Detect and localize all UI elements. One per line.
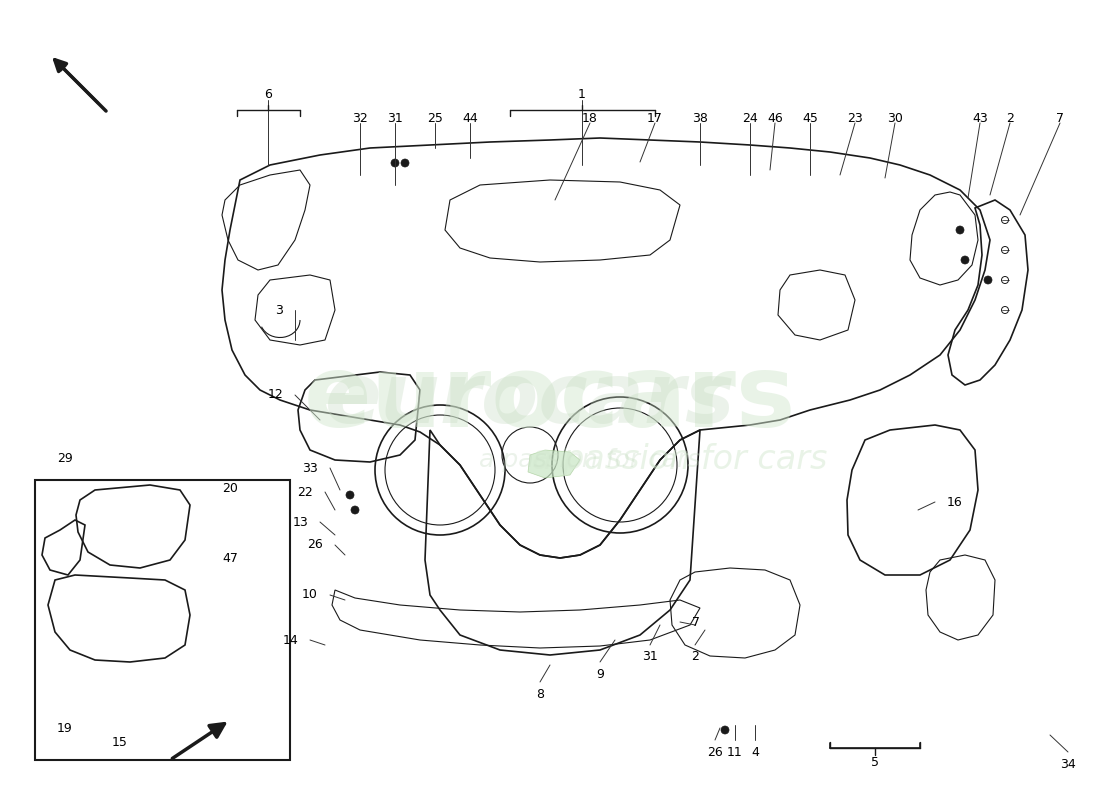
Text: eurocars: eurocars	[304, 351, 796, 449]
Text: 4: 4	[751, 746, 759, 758]
Text: 46: 46	[767, 111, 783, 125]
Text: 7: 7	[1056, 111, 1064, 125]
Text: 31: 31	[387, 111, 403, 125]
Circle shape	[346, 491, 354, 499]
Circle shape	[402, 159, 409, 167]
Text: 8: 8	[536, 687, 544, 701]
Text: 15: 15	[112, 737, 128, 750]
Text: 10: 10	[302, 589, 318, 602]
Text: 30: 30	[887, 111, 903, 125]
Circle shape	[984, 276, 992, 284]
Text: 45: 45	[802, 111, 818, 125]
Text: 18: 18	[582, 111, 598, 125]
Circle shape	[351, 506, 359, 514]
Text: 26: 26	[307, 538, 323, 551]
Text: 31: 31	[642, 650, 658, 663]
Text: 6: 6	[264, 89, 272, 102]
Polygon shape	[528, 450, 580, 478]
Text: 17: 17	[647, 111, 663, 125]
Text: 2: 2	[1006, 111, 1014, 125]
Text: 11: 11	[727, 746, 742, 758]
Text: 43: 43	[972, 111, 988, 125]
Text: 29: 29	[57, 451, 73, 465]
Text: 5: 5	[871, 755, 879, 769]
Text: 24: 24	[742, 111, 758, 125]
Text: 20: 20	[222, 482, 238, 494]
Text: 14: 14	[283, 634, 298, 646]
Circle shape	[390, 159, 399, 167]
Text: 34: 34	[1060, 758, 1076, 770]
Text: 3: 3	[275, 303, 283, 317]
Text: 44: 44	[462, 111, 477, 125]
Text: 12: 12	[267, 389, 283, 402]
Text: 7: 7	[692, 615, 700, 629]
Text: 33: 33	[302, 462, 318, 474]
Bar	[35, 480, 290, 760]
Text: 22: 22	[297, 486, 313, 498]
Text: 26: 26	[707, 746, 723, 758]
Text: 16: 16	[947, 495, 962, 509]
Text: 2: 2	[691, 650, 698, 663]
Text: 47: 47	[222, 551, 238, 565]
Circle shape	[961, 256, 969, 264]
Text: 1: 1	[579, 89, 586, 102]
Circle shape	[720, 726, 729, 734]
Text: eurocars: eurocars	[324, 359, 735, 441]
Text: a passion for cars: a passion for cars	[480, 448, 701, 472]
Text: 23: 23	[847, 111, 862, 125]
Text: 32: 32	[352, 111, 367, 125]
Circle shape	[956, 226, 964, 234]
Text: 13: 13	[293, 515, 308, 529]
Text: 19: 19	[57, 722, 73, 734]
Text: 25: 25	[427, 111, 443, 125]
Text: a passion for cars: a passion for cars	[532, 443, 827, 477]
Text: 38: 38	[692, 111, 708, 125]
Text: 9: 9	[596, 667, 604, 681]
